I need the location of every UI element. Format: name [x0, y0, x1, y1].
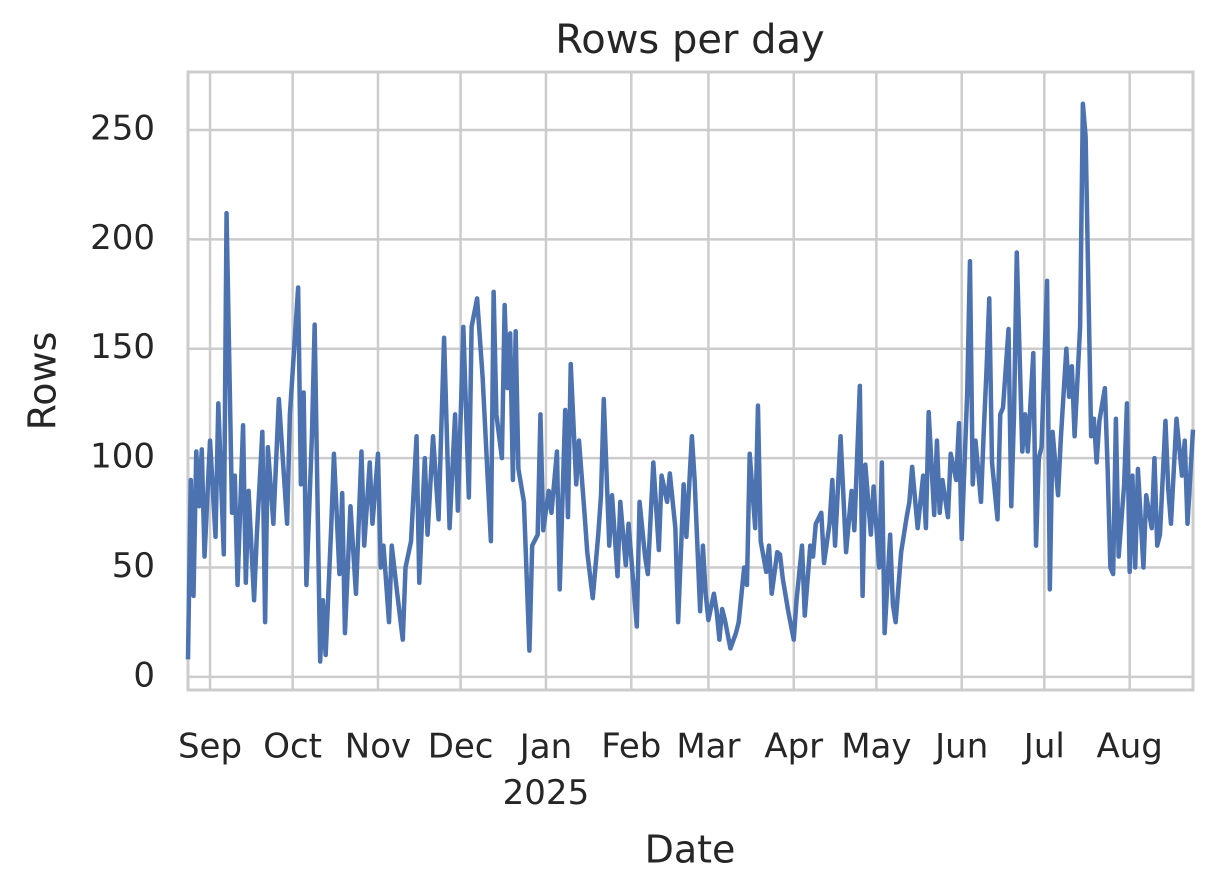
x-tick-label: May	[841, 727, 911, 767]
plot-frame	[186, 70, 1195, 692]
x-tick-label: Dec	[428, 727, 494, 767]
x-tick-label: Sep	[178, 727, 242, 767]
y-tick-label: 200	[90, 218, 155, 258]
x-tick-label: Feb	[601, 727, 661, 767]
x-tick-label: Aug	[1096, 727, 1162, 767]
x-tick-label: Apr	[764, 727, 823, 767]
x-tick-label: Mar	[676, 727, 740, 767]
x-tick-label: Oct	[263, 727, 322, 767]
y-tick-label: 50	[112, 546, 155, 586]
data-line	[185, 101, 1196, 664]
y-tick-label: 150	[90, 327, 155, 367]
y-tick-label: 0	[133, 655, 155, 695]
y-axis-label: Rows	[21, 332, 65, 431]
x-tick-label: Nov	[345, 727, 411, 767]
x-tick-label: Jul	[1022, 727, 1065, 767]
x-tick-label: Jun	[933, 727, 988, 767]
y-tick-label: 250	[90, 108, 155, 148]
x-tick-label: Jan 2025	[503, 727, 590, 813]
y-tick-label: 100	[90, 437, 155, 477]
x-axis-label: Date	[645, 828, 736, 872]
chart-title: Rows per day	[555, 17, 824, 63]
